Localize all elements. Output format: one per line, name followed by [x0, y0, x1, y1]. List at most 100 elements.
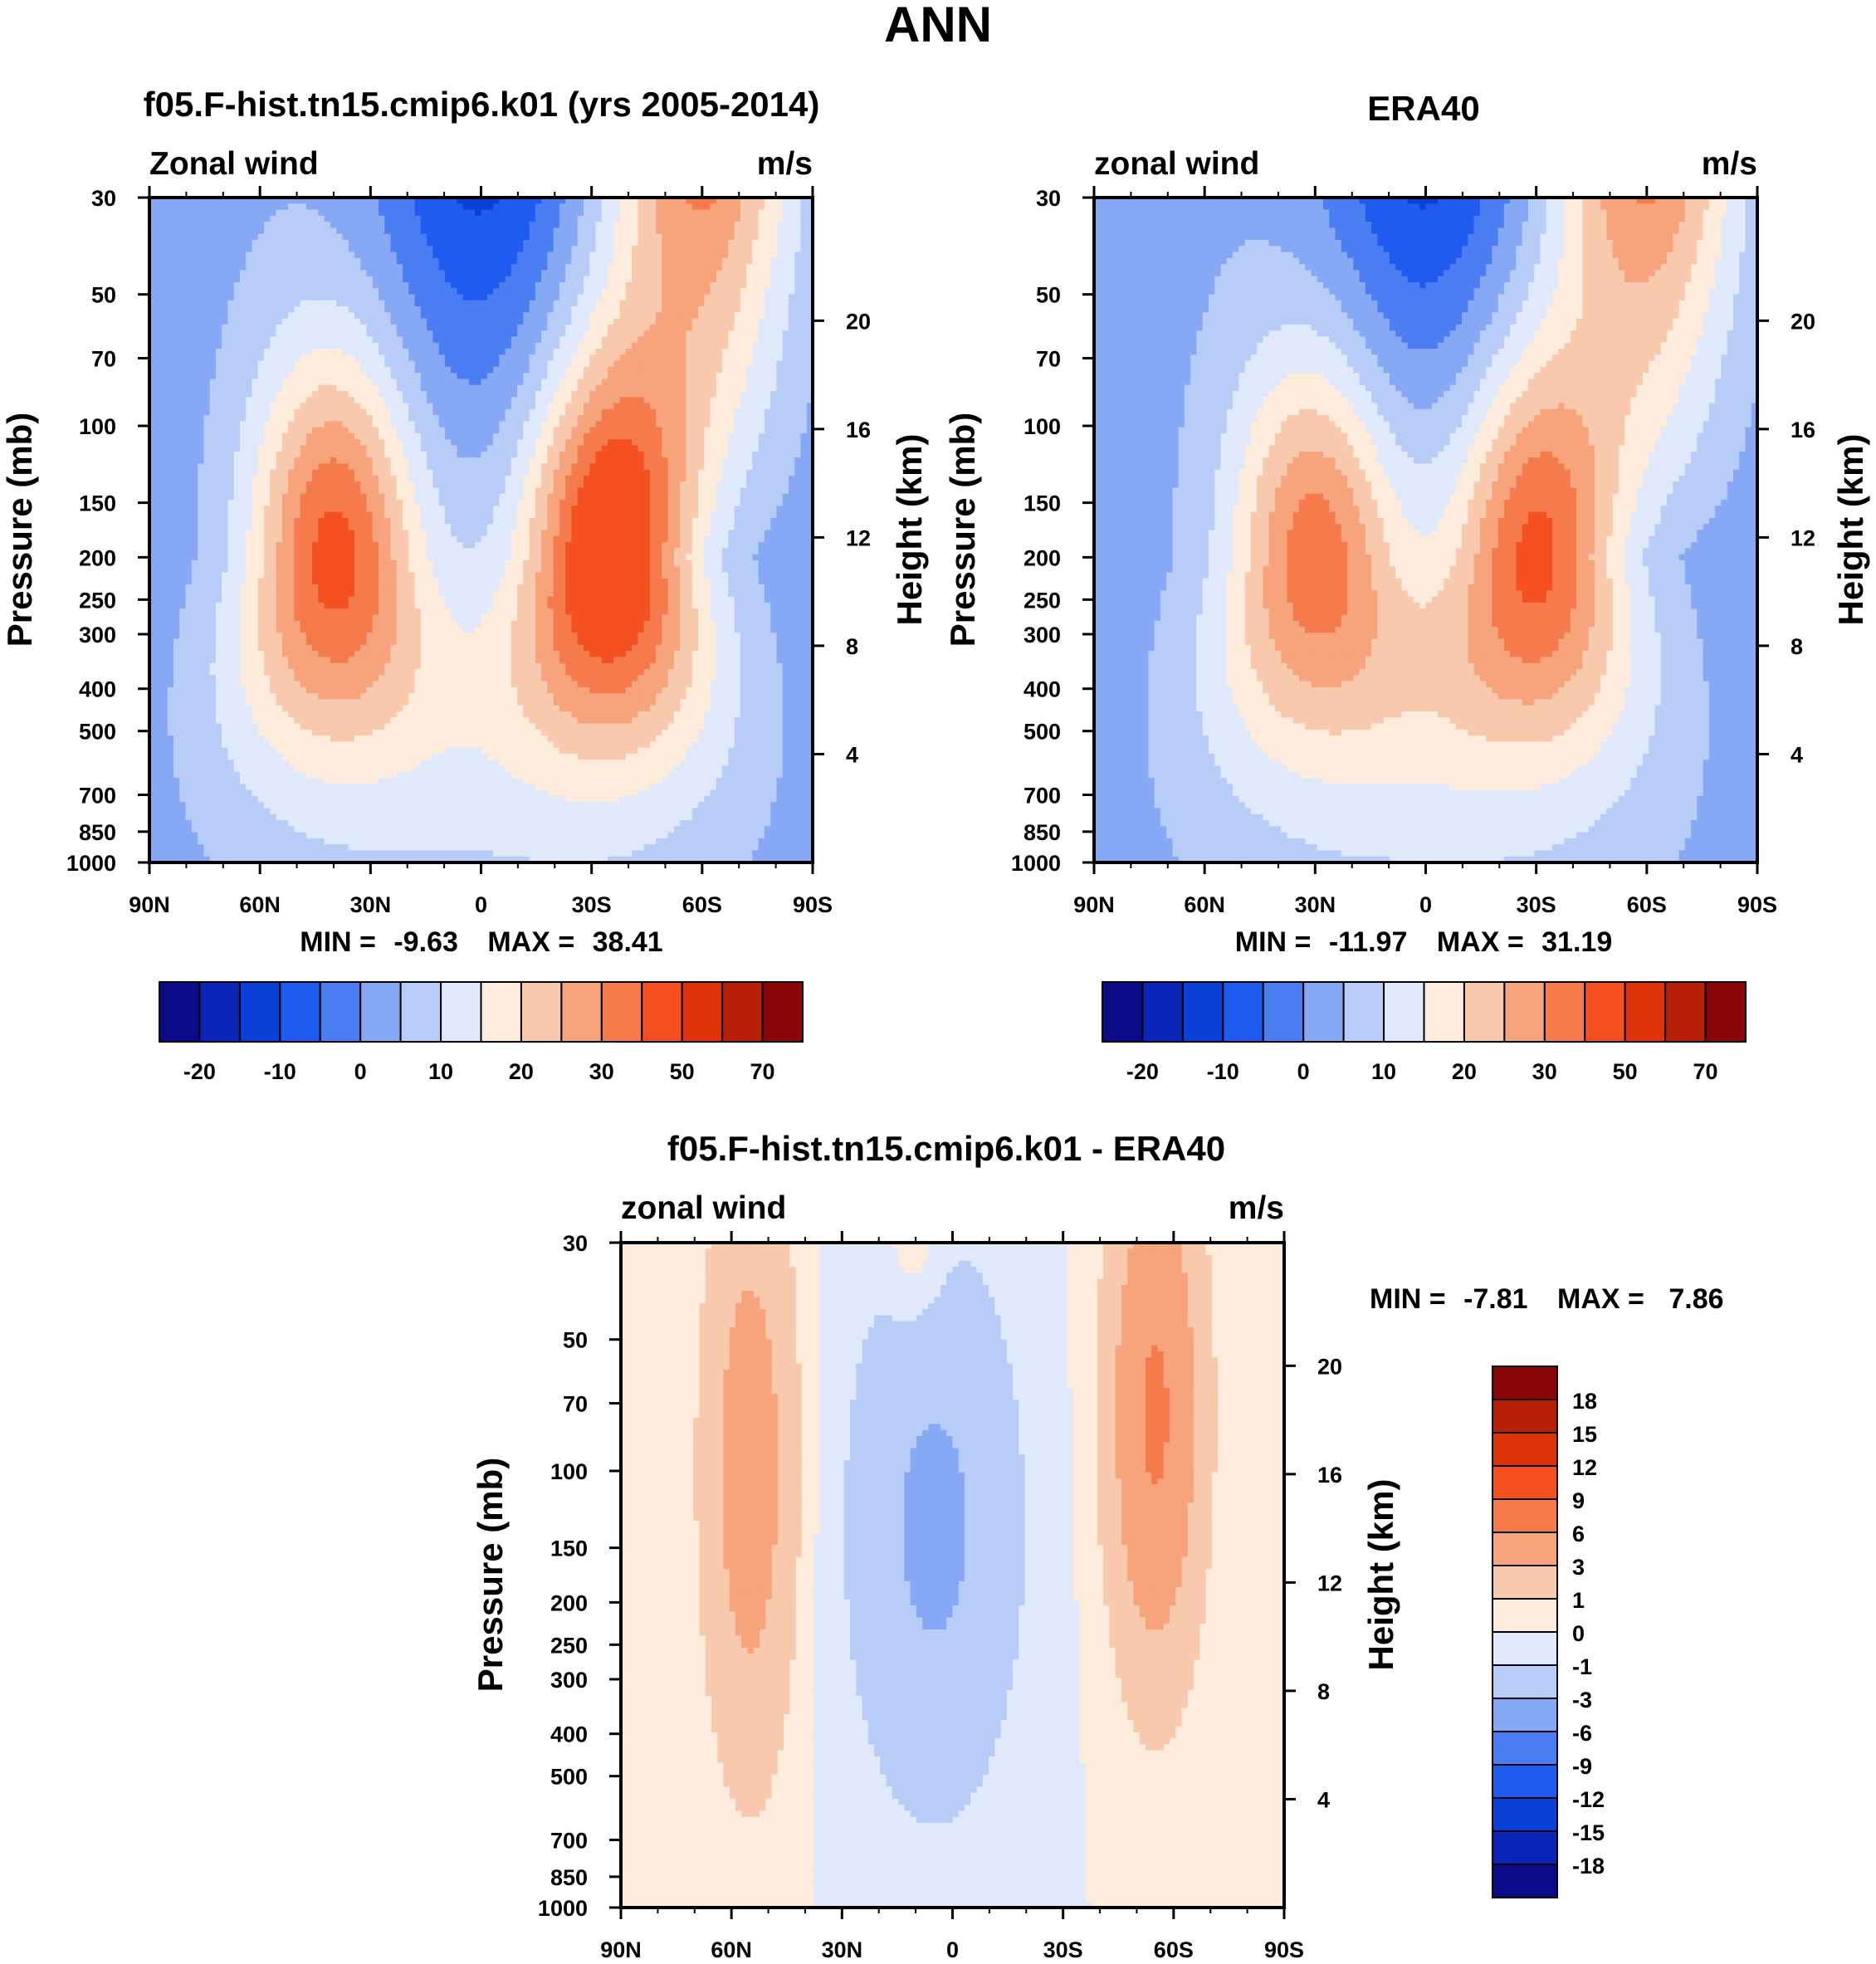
contour-cell — [403, 276, 409, 283]
contour-cell — [372, 366, 379, 374]
contour-cell — [252, 657, 259, 664]
contour-cell — [270, 312, 277, 320]
contour-cell — [270, 270, 277, 277]
contour-cell — [270, 602, 277, 609]
contour-cell — [227, 651, 235, 658]
contour-cell — [167, 227, 174, 235]
contour-cell — [155, 542, 163, 549]
contour-cell — [403, 500, 409, 506]
contour-cell — [179, 457, 187, 464]
contour-cell — [312, 300, 319, 307]
contour-cell — [360, 391, 368, 398]
contour-cell — [198, 578, 204, 585]
contour-cell — [185, 602, 193, 609]
contour-cell — [270, 747, 277, 755]
contour-cell — [167, 487, 174, 495]
contour-cell — [312, 336, 319, 344]
contour-cell — [227, 373, 235, 380]
contour-cell — [270, 360, 277, 368]
contour-cell — [179, 789, 187, 797]
contour-cell — [318, 530, 325, 537]
contour-cell — [203, 644, 211, 652]
contour-cell — [173, 257, 180, 265]
contour-cell — [318, 475, 325, 482]
contour-cell — [414, 469, 422, 476]
contour-cell — [294, 590, 301, 598]
contour-cell — [179, 463, 187, 471]
contour-cell — [222, 856, 229, 862]
contour-cell — [167, 633, 174, 640]
contour-cell — [318, 662, 325, 670]
contour-cell — [264, 524, 271, 531]
contour-cell — [215, 789, 222, 797]
contour-cell — [379, 771, 385, 779]
contour-cell — [198, 517, 204, 525]
contour-cell — [215, 421, 222, 428]
contour-cell — [305, 608, 313, 616]
contour-cell — [173, 584, 180, 591]
contour-cell — [342, 548, 349, 555]
contour-cell — [372, 699, 379, 706]
contour-cell — [312, 693, 319, 700]
contour-cell — [294, 753, 301, 760]
contour-cell — [185, 638, 193, 646]
contour-cell — [408, 415, 416, 423]
contour-cell — [360, 427, 368, 434]
contour-cell — [149, 747, 156, 755]
contour-cell — [161, 360, 169, 368]
contour-cell — [227, 747, 235, 755]
contour-cell — [408, 209, 416, 217]
contour-cell — [372, 686, 379, 694]
contour-cell — [354, 705, 361, 712]
contour-cell — [198, 270, 204, 277]
contour-cell — [300, 686, 307, 694]
contour-cell — [203, 554, 211, 561]
contour-cell — [227, 342, 235, 349]
contour-cell — [396, 475, 403, 482]
contour-cell — [408, 481, 416, 489]
contour-cell — [360, 403, 368, 410]
contour-cell — [318, 705, 325, 712]
contour-cell — [390, 288, 398, 296]
contour-cell — [396, 638, 403, 646]
contour-cell — [360, 578, 368, 585]
contour-cell — [348, 608, 355, 616]
contour-cell — [414, 856, 422, 862]
contour-cell — [264, 300, 271, 307]
contour-cell — [360, 222, 368, 229]
contour-cell — [161, 542, 169, 549]
contour-cell — [257, 554, 265, 561]
contour-cell — [324, 813, 331, 821]
contour-cell — [390, 432, 398, 440]
contour-cell — [257, 246, 265, 253]
contour-cell — [366, 705, 374, 712]
contour-cell — [384, 530, 392, 537]
contour-cell — [222, 276, 229, 283]
contour-cell — [191, 288, 198, 296]
contour-cell — [305, 439, 313, 447]
contour-cell — [246, 693, 253, 700]
contour-cell — [305, 633, 313, 640]
contour-cell — [155, 330, 163, 338]
contour-cell — [354, 300, 361, 307]
contour-cell — [276, 795, 283, 803]
contour-cell — [366, 349, 374, 355]
contour-cell — [161, 668, 169, 676]
contour-cell — [227, 584, 235, 591]
contour-cell — [198, 403, 204, 410]
contour-cell — [288, 463, 295, 471]
contour-cell — [281, 354, 289, 362]
contour-cell — [173, 675, 180, 682]
contour-cell — [348, 596, 355, 603]
contour-cell — [312, 784, 319, 791]
contour-cell — [390, 384, 398, 392]
contour-cell — [198, 657, 204, 664]
contour-cell — [318, 427, 325, 434]
contour-cell — [167, 300, 174, 307]
contour-cell — [384, 281, 392, 289]
contour-cell — [233, 330, 241, 338]
contour-cell — [233, 795, 241, 803]
contour-cell — [239, 578, 247, 585]
contour-cell — [288, 257, 295, 265]
contour-cell — [288, 360, 295, 368]
